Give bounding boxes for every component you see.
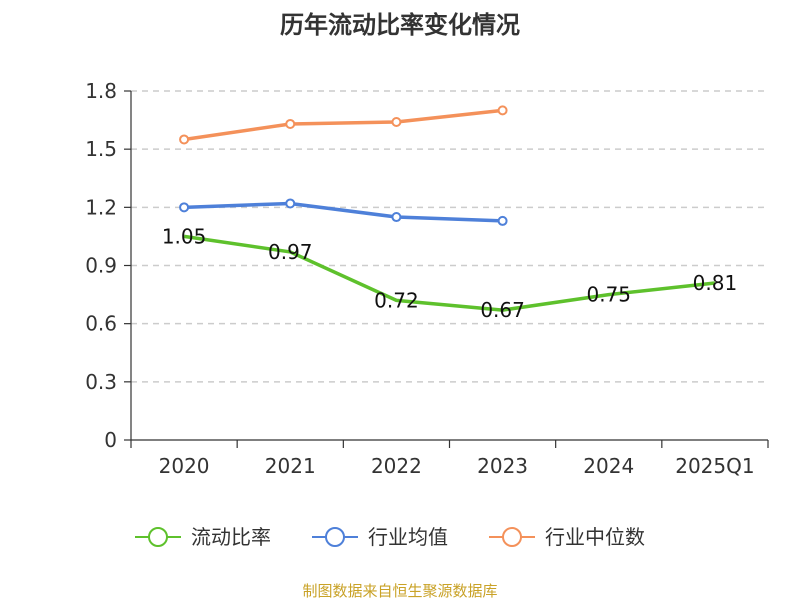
- x-tick-label: 2023: [477, 454, 528, 478]
- legend-label: 行业均值: [368, 525, 448, 549]
- x-tick-label: 2024: [583, 454, 634, 478]
- source-note: 制图数据来自恒生聚源数据库: [302, 582, 497, 600]
- data-label: 0.81: [693, 271, 738, 295]
- series-0: 1.05 0.97 0.72 0.67 0.75 0.81: [162, 224, 737, 322]
- y-tick-label: 0.6: [85, 312, 117, 336]
- series-line: [184, 201, 503, 223]
- data-point: [391, 117, 402, 128]
- legend-marker-icon: [148, 527, 168, 547]
- data-label: 0.67: [480, 298, 525, 322]
- data-point: [285, 118, 296, 129]
- series-2: [179, 105, 508, 145]
- legend-item-2: 行业中位数: [489, 525, 645, 549]
- legend-item-1: 行业均值: [312, 525, 448, 549]
- y-tick-label: 1.8: [85, 79, 117, 103]
- axes: 0 0.3 0.6 0.9 1.2 1.5 1.8 2020 2021 2022 2023 2024 2…: [85, 79, 769, 478]
- legend-marker-icon: [325, 527, 345, 547]
- grid-lines: [131, 90, 768, 383]
- data-label: 0.97: [268, 240, 313, 264]
- series-layer: 1.05 0.97 0.72 0.67 0.75 0.81: [162, 105, 737, 322]
- chart-title: 历年流动比率变化情况: [280, 11, 520, 39]
- y-tick-label: 1.5: [85, 137, 117, 161]
- data-point: [285, 198, 296, 209]
- data-label: 0.75: [586, 283, 631, 307]
- data-point: [179, 134, 190, 145]
- y-tick-label: 1.2: [85, 195, 117, 219]
- x-tick-label: 2022: [371, 454, 422, 478]
- data-point: [391, 212, 402, 223]
- data-point: [179, 202, 190, 213]
- data-point: [497, 215, 508, 226]
- x-tick-label: 2020: [159, 454, 210, 478]
- series-line: [183, 234, 716, 312]
- y-tick-label: 0: [104, 428, 117, 452]
- data-point: [497, 105, 508, 116]
- x-tick-label: 2021: [265, 454, 316, 478]
- data-label: 0.72: [374, 288, 419, 312]
- legend-label: 行业中位数: [545, 525, 645, 549]
- series-line: [183, 108, 503, 142]
- legend-marker-icon: [502, 527, 522, 547]
- y-tick-label: 0.9: [85, 254, 117, 278]
- legend: 流动比率 行业均值 行业中位数: [135, 525, 645, 549]
- legend-item-0: 流动比率: [135, 525, 271, 549]
- data-label: 1.05: [162, 224, 207, 248]
- x-tick-label: 2025Q1: [675, 454, 754, 478]
- series-1: [179, 198, 508, 226]
- y-tick-label: 0.3: [85, 370, 117, 394]
- legend-label: 流动比率: [191, 525, 271, 549]
